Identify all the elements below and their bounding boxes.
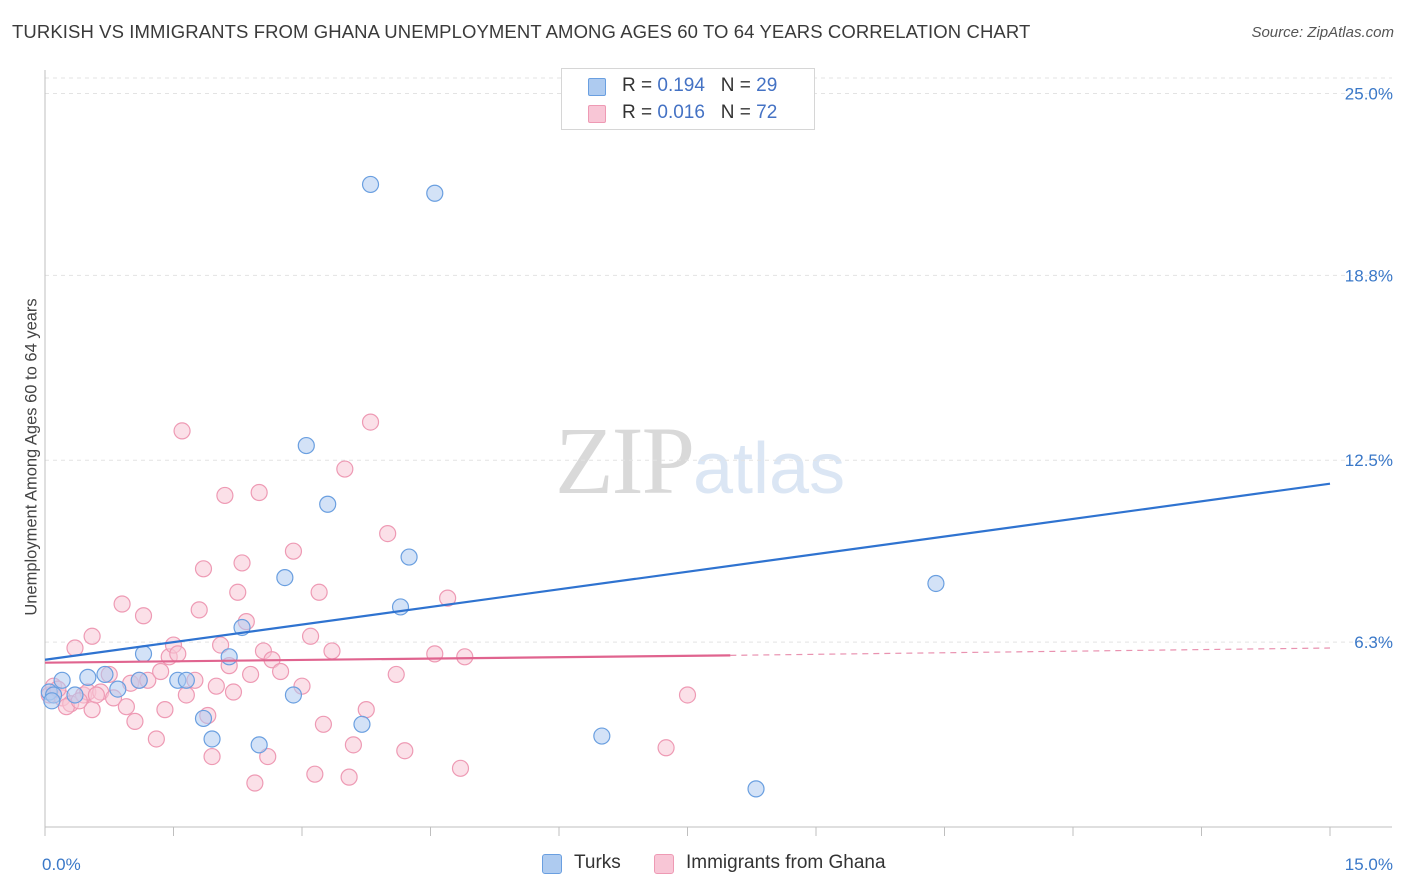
ghana-point-50 — [307, 766, 323, 782]
ghana-point-52 — [315, 716, 331, 732]
ghana-point-31 — [204, 749, 220, 765]
turks-point-17 — [285, 687, 301, 703]
ghana-point-51 — [311, 584, 327, 600]
ghana-point-20 — [153, 663, 169, 679]
ghana-point-13 — [118, 699, 134, 715]
ghana-point-64 — [452, 760, 468, 776]
turks-point-20 — [354, 716, 370, 732]
ghana-point-8 — [84, 628, 100, 644]
legend-text-turks: R = 0.194 N = 29 — [622, 75, 777, 97]
turks-point-27 — [928, 575, 944, 591]
ghana-point-41 — [247, 775, 263, 791]
turks-point-2 — [54, 672, 70, 688]
ghana-point-25 — [174, 423, 190, 439]
ghana-point-60 — [388, 666, 404, 682]
x-tick-label-1: 15.0% — [1345, 855, 1393, 874]
ghana-point-71 — [88, 687, 104, 703]
turks-point-21 — [363, 176, 379, 192]
turks-point-18 — [298, 438, 314, 454]
tick-labels: 6.3% 12.5% 18.8% 25.0% 0.0% 15.0% — [42, 84, 1393, 874]
ghana-point-56 — [345, 737, 361, 753]
ghana-point-40 — [243, 666, 259, 682]
ghana-point-47 — [285, 543, 301, 559]
series-turks-points — [41, 176, 944, 796]
turks-point-15 — [251, 737, 267, 753]
ghana-point-28 — [191, 602, 207, 618]
ghana-point-46 — [273, 663, 289, 679]
legend-swatch-ghana — [588, 105, 606, 123]
axes — [45, 70, 1392, 836]
bottom-legend-swatch-turks — [542, 854, 562, 874]
ghana-point-38 — [234, 555, 250, 571]
ghana-point-59 — [380, 526, 396, 542]
ghana-point-26 — [178, 687, 194, 703]
ghana-point-42 — [251, 485, 267, 501]
ghana-point-4 — [67, 640, 83, 656]
ghana-point-53 — [324, 643, 340, 659]
turks-point-4 — [80, 669, 96, 685]
y-tick-label-1: 12.5% — [1345, 451, 1393, 470]
ghana-point-17 — [136, 608, 152, 624]
ghana-point-65 — [457, 649, 473, 665]
bottom-legend-label-ghana: Immigrants from Ghana — [686, 852, 886, 874]
turks-point-6 — [110, 681, 126, 697]
turks-point-16 — [277, 570, 293, 586]
turks-point-8 — [136, 646, 152, 662]
ghana-point-66 — [658, 740, 674, 756]
turks-point-13 — [221, 649, 237, 665]
turks-point-19 — [320, 496, 336, 512]
ghana-point-19 — [148, 731, 164, 747]
ghana-point-29 — [195, 561, 211, 577]
trend-lines — [45, 484, 1330, 663]
ghana-point-12 — [114, 596, 130, 612]
turks-point-11 — [195, 710, 211, 726]
bottom-legend-swatch-ghana — [654, 854, 674, 874]
ghana-point-32 — [208, 678, 224, 694]
ghana-point-21 — [157, 702, 173, 718]
bottom-legend-label-turks: Turks — [574, 852, 621, 874]
turks-point-12 — [204, 731, 220, 747]
scatter-plot: 6.3% 12.5% 18.8% 25.0% 0.0% 15.0% — [0, 0, 1406, 892]
turks-point-3 — [67, 687, 83, 703]
legend-swatch-turks — [588, 78, 606, 96]
ghana-point-54 — [337, 461, 353, 477]
ghana-point-61 — [397, 743, 413, 759]
y-tick-label-3: 25.0% — [1345, 84, 1393, 103]
ghana-point-49 — [303, 628, 319, 644]
y-tick-label-0: 6.3% — [1354, 633, 1393, 652]
ghana-point-55 — [341, 769, 357, 785]
turks-point-24 — [427, 185, 443, 201]
ghana-point-58 — [363, 414, 379, 430]
ghana-point-34 — [217, 487, 233, 503]
ghana-point-24 — [170, 646, 186, 662]
x-tick-label-0: 0.0% — [42, 855, 81, 874]
ghana-point-57 — [358, 702, 374, 718]
ghana-point-15 — [127, 713, 143, 729]
turks-trend-line — [45, 484, 1330, 660]
ghana-point-37 — [230, 584, 246, 600]
turks-point-5 — [97, 666, 113, 682]
turks-point-28 — [44, 693, 60, 709]
ghana-trend-extension — [730, 648, 1330, 655]
turks-point-10 — [178, 672, 194, 688]
ghana-point-67 — [680, 687, 696, 703]
correlation-legend: R = 0.194 N = 29 R = 0.016 N = 72 — [561, 68, 815, 130]
legend-text-ghana: R = 0.016 N = 72 — [622, 102, 777, 124]
turks-point-25 — [594, 728, 610, 744]
ghana-point-36 — [225, 684, 241, 700]
turks-point-7 — [131, 672, 147, 688]
turks-point-26 — [748, 781, 764, 797]
y-tick-label-2: 18.8% — [1345, 266, 1393, 285]
turks-point-23 — [401, 549, 417, 565]
